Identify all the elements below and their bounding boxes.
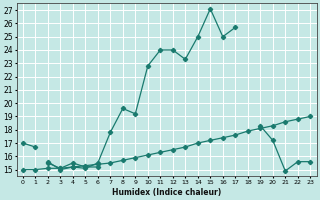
X-axis label: Humidex (Indice chaleur): Humidex (Indice chaleur) [112,188,221,197]
